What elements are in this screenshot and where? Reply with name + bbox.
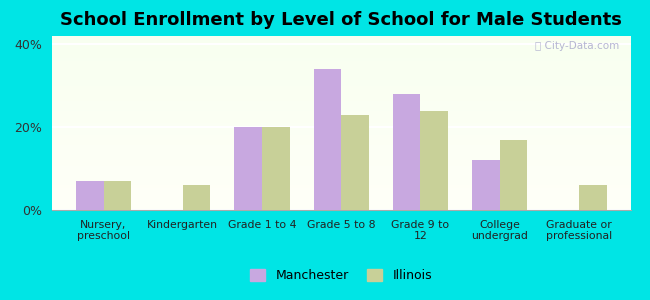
Bar (500, 140, 528, 210)
Bar (183, 185, 211, 210)
Bar (341, 115, 369, 210)
Bar (262, 127, 290, 210)
Bar (393, 94, 421, 210)
Legend: Manchester, Illinois: Manchester, Illinois (246, 264, 437, 287)
Bar (313, 69, 341, 210)
Bar (472, 160, 500, 210)
Bar (76, 181, 103, 210)
Bar (234, 127, 262, 210)
Bar (103, 181, 131, 210)
Bar (579, 185, 606, 210)
Bar (421, 111, 448, 210)
Title: School Enrollment by Level of School for Male Students: School Enrollment by Level of School for… (60, 11, 622, 29)
Text: ⓘ City-Data.com: ⓘ City-Data.com (535, 41, 619, 51)
